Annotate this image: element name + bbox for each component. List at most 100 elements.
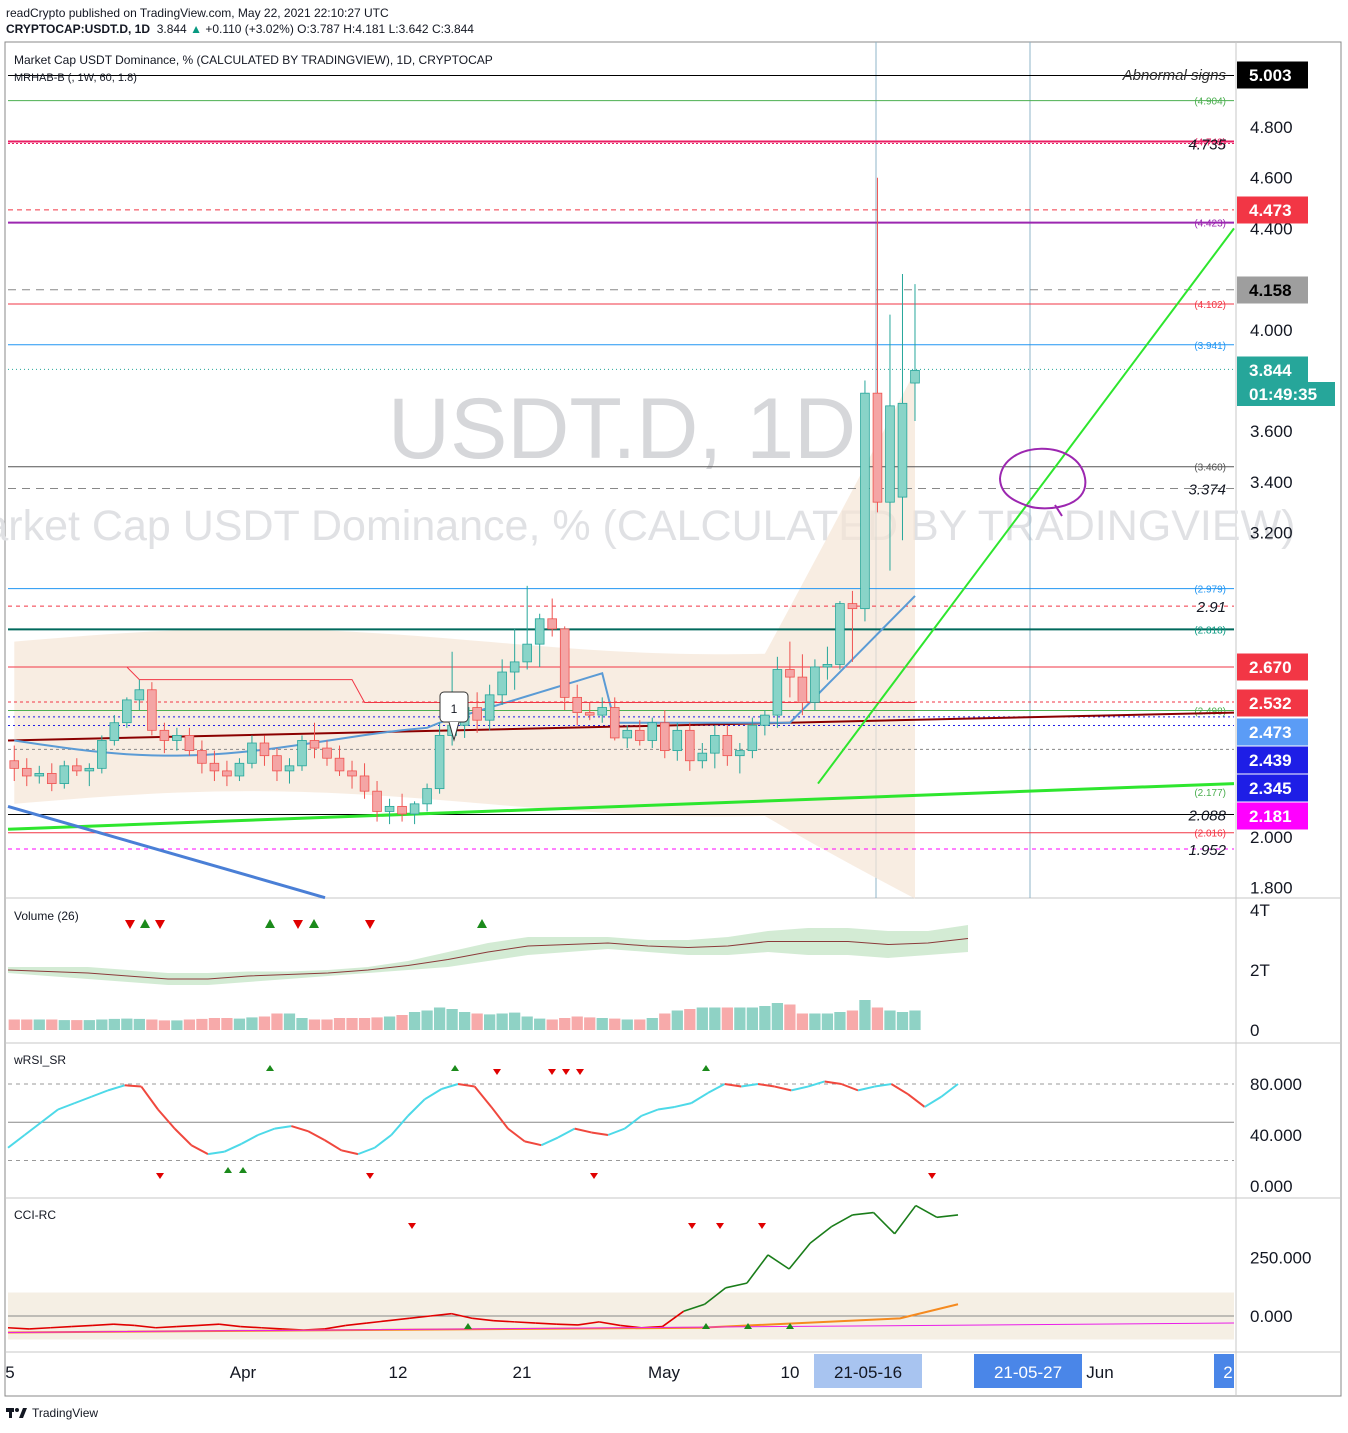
candle-body <box>147 689 157 731</box>
cci-line-segment <box>598 1321 621 1327</box>
volume-bar <box>734 1007 746 1030</box>
cci-line-segment <box>430 1312 452 1317</box>
rsi-line-segment <box>24 1121 42 1136</box>
cci-line-segment <box>387 1317 410 1322</box>
volume-bar <box>896 1012 909 1030</box>
cci-line-segment <box>514 1321 536 1324</box>
cci-line-segment <box>261 1326 283 1330</box>
price-tick-label: 4.000 <box>1250 321 1293 340</box>
label-bubble-tail <box>448 721 460 742</box>
rsi-line-segment <box>507 1127 526 1143</box>
rsi-line-segment <box>390 1115 409 1136</box>
price-pane[interactable]: 1.800 2.000 3.200 3.400 3.600 4.000 4.400 4.600… <box>7 61 1335 900</box>
cci-line-segment <box>661 1310 685 1328</box>
cci-trend-line <box>7 1322 1235 1333</box>
candle-body <box>197 750 207 764</box>
candle-body <box>509 661 520 673</box>
price-badge-text: 4.158 <box>1249 281 1292 300</box>
abnormal-signs-label: Abnormal signs <box>1122 67 1227 84</box>
volume-pane[interactable]: 4T 2T 0 <box>7 901 1270 1040</box>
volume-bar <box>421 1010 433 1030</box>
volume-bar <box>133 1018 145 1030</box>
signal-down-icon <box>928 1173 936 1179</box>
volume-bar <box>484 1014 496 1030</box>
cci-line-segment <box>92 1323 114 1327</box>
price-tick-label: 4.800 <box>1250 118 1293 137</box>
volume-bar <box>408 1012 421 1030</box>
volume-bar <box>371 1017 383 1030</box>
signal-up-icon <box>265 919 275 928</box>
candle-body <box>97 740 107 769</box>
candle-body <box>484 694 495 721</box>
rsi-line-segment <box>890 1083 909 1096</box>
time-tick-label: May <box>648 1363 681 1382</box>
rsi-line-segment <box>624 1115 642 1130</box>
candle-body <box>72 765 82 772</box>
signal-up-icon <box>477 919 487 928</box>
price-badge-text: 5.003 <box>1249 66 1292 85</box>
time-tick-label: 21 <box>513 1363 532 1382</box>
volume-bar <box>834 1012 846 1030</box>
cci-line-segment <box>219 1323 241 1328</box>
price-badge <box>1237 689 1308 717</box>
chart-frame <box>4 41 1342 1397</box>
volume-bar <box>33 1019 45 1030</box>
signal-up-icon <box>702 1065 710 1071</box>
rsi-pane[interactable]: 80.000 40.000 0.000 <box>7 1065 1302 1196</box>
footer: TradingView <box>6 1406 98 1420</box>
rsi-line-segment <box>291 1125 309 1133</box>
rsi-line-segment <box>690 1092 709 1104</box>
rsi-line-segment <box>224 1143 242 1153</box>
level-label: (3.941) <box>1194 341 1226 352</box>
time-badge-label: 21-05-16 <box>834 1363 902 1382</box>
price-badge <box>1237 276 1308 304</box>
candle-body <box>860 392 870 610</box>
cci-line-segment <box>29 1326 51 1330</box>
level-label: (2.016) <box>1194 829 1226 840</box>
signal-up-icon <box>140 919 150 928</box>
price-badge <box>1237 802 1308 830</box>
volume-bar <box>333 1018 346 1030</box>
volume-bar <box>796 1013 809 1030</box>
candle-body <box>760 714 770 726</box>
candle-body <box>422 788 432 805</box>
price-badge <box>1237 196 1308 224</box>
level-label: 2.088 <box>1187 807 1226 824</box>
cci-line-segment <box>197 1323 220 1327</box>
cci-pane[interactable]: 250.000 0.000 <box>7 1204 1311 1340</box>
candle-body <box>47 773 57 784</box>
volume-bar <box>746 1007 758 1030</box>
cci-line-segment <box>872 1212 896 1235</box>
price-tick-label: 3.400 <box>1250 473 1293 492</box>
candle-body <box>334 757 345 772</box>
candle-body <box>172 735 182 741</box>
price-tick-label: 2.000 <box>1250 828 1293 847</box>
signal-down-icon <box>156 1173 164 1179</box>
rsi-line-segment <box>457 1083 475 1088</box>
time-tick-label: Jun <box>1086 1363 1113 1382</box>
volume-bar <box>534 1018 546 1030</box>
candle-body <box>634 729 645 741</box>
signal-down-icon <box>365 920 375 929</box>
downtrend-line <box>7 804 326 900</box>
volume-bar <box>821 1013 834 1030</box>
cci-tick-label: 250.000 <box>1250 1248 1311 1267</box>
rsi-line-segment <box>324 1139 342 1152</box>
level-label: (4.102) <box>1194 300 1226 311</box>
time-axis[interactable]: 5 Apr 12 21 May 10 21-05-16 21-05-27 Jun 2 <box>5 1354 1234 1388</box>
volume-bar <box>571 1016 583 1030</box>
volume-bar <box>346 1018 358 1030</box>
cci-line-segment <box>830 1214 853 1228</box>
volume-bar <box>246 1017 258 1030</box>
price-badge-text: 2.181 <box>1249 807 1292 826</box>
cci-tick-label: 0.000 <box>1250 1307 1293 1326</box>
volume-bar <box>709 1007 721 1030</box>
rsi-line-segment <box>857 1085 875 1092</box>
candle-body <box>559 628 570 698</box>
rsi-line-segment <box>240 1134 259 1145</box>
volume-bar <box>183 1019 196 1030</box>
rsi-line-segment <box>574 1127 592 1134</box>
rsi-line-segment <box>640 1108 659 1117</box>
candle-body <box>297 740 307 767</box>
